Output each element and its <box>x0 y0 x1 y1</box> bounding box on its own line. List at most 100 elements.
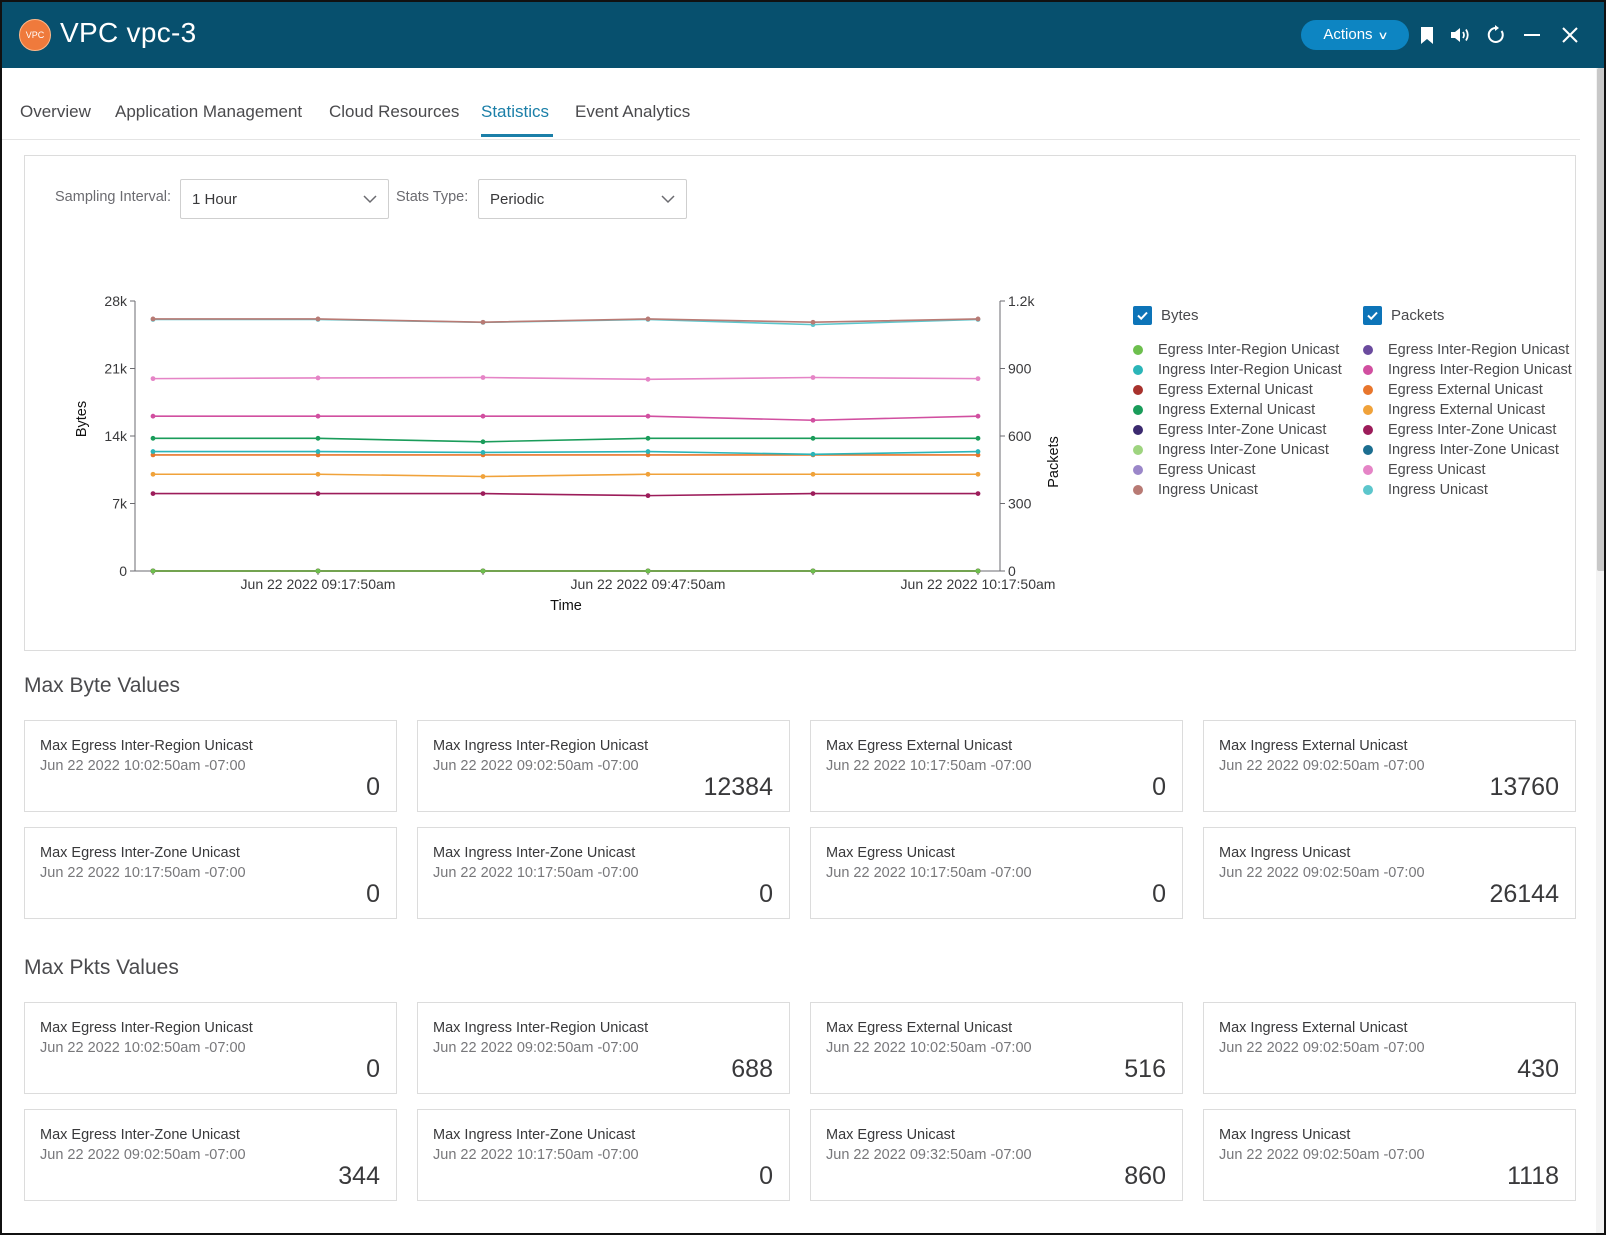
card-timestamp: Jun 22 2022 10:17:50am -07:00 <box>433 1147 639 1163</box>
bookmark-icon[interactable] <box>1414 22 1440 48</box>
legend-dot <box>1363 385 1373 395</box>
tab-bar: Overview Application Management Cloud Re… <box>2 68 1580 140</box>
max-byte-card: Max Ingress Unicast Jun 22 2022 09:02:50a… <box>1203 827 1576 919</box>
y-left-tick-label: 14k <box>104 428 128 444</box>
legend-item[interactable]: Ingress Unicast <box>1363 480 1488 500</box>
data-point <box>315 435 321 441</box>
card-value: 0 <box>1152 773 1166 801</box>
card-timestamp: Jun 22 2022 10:02:50am -07:00 <box>40 758 246 774</box>
sampling-interval-select[interactable]: 1 Hour <box>180 179 389 219</box>
data-point <box>480 439 486 445</box>
card-timestamp: Jun 22 2022 09:02:50am -07:00 <box>1219 1147 1425 1163</box>
data-point <box>810 319 816 325</box>
data-point <box>315 452 321 458</box>
card-value: 688 <box>731 1055 773 1083</box>
legend-item[interactable]: Egress Unicast <box>1363 460 1486 480</box>
legend-item[interactable]: Egress Inter-Zone Unicast <box>1363 420 1556 440</box>
checkmark-icon[interactable] <box>1133 306 1152 325</box>
card-metric-name: Max Ingress Inter-Zone Unicast <box>433 845 636 861</box>
legend-group-packets[interactable]: Packets <box>1363 306 1444 325</box>
max-byte-card: Max Egress Unicast Jun 22 2022 10:17:50am… <box>810 827 1183 919</box>
legend-item[interactable]: Egress Inter-Region Unicast <box>1133 340 1339 360</box>
stats-type-select[interactable]: Periodic <box>478 179 687 219</box>
legend-item-label: Ingress External Unicast <box>1388 402 1546 418</box>
legend-dot <box>1363 345 1373 355</box>
checkmark-icon[interactable] <box>1363 306 1382 325</box>
card-value: 26144 <box>1489 880 1559 908</box>
data-point <box>810 451 816 457</box>
legend-item-label: Egress External Unicast <box>1158 382 1313 398</box>
y-right-tick-label: 1.2k <box>1008 296 1035 309</box>
tab-overview[interactable]: Overview <box>20 102 91 121</box>
card-value: 13760 <box>1489 773 1559 801</box>
scrollbar-track[interactable] <box>1596 68 1604 1233</box>
data-point <box>150 435 156 441</box>
legend-item[interactable]: Ingress Unicast <box>1133 480 1258 500</box>
tab-event-analytics[interactable]: Event Analytics <box>575 102 691 121</box>
close-icon[interactable] <box>1557 22 1583 48</box>
refresh-icon[interactable] <box>1483 22 1509 48</box>
legend-item[interactable]: Ingress External Unicast <box>1363 400 1545 420</box>
tab-statistics[interactable]: Statistics <box>481 102 550 121</box>
data-point <box>150 452 156 458</box>
x-tick-label: Jun 22 2022 09:17:50am <box>241 576 396 592</box>
data-point <box>975 376 981 382</box>
legend-group-label: Bytes <box>1161 307 1199 324</box>
card-timestamp: Jun 22 2022 09:02:50am -07:00 <box>1219 1040 1425 1056</box>
x-axis-title: Time <box>550 598 582 614</box>
legend-item[interactable]: Ingress Inter-Zone Unicast <box>1363 440 1559 460</box>
card-value: 0 <box>366 880 380 908</box>
card-metric-name: Max Ingress Unicast <box>1219 1127 1351 1143</box>
data-point <box>150 376 156 382</box>
tab-application-management[interactable]: Application Management <box>115 102 303 121</box>
data-point <box>480 319 486 325</box>
active-tab-indicator <box>481 134 553 137</box>
y-left-tick-label: 21k <box>104 361 128 377</box>
legend-item[interactable]: Ingress Inter-Region Unicast <box>1133 360 1342 380</box>
window-header: VPC VPC vpc-3 Actions ∨ <box>2 2 1604 68</box>
data-point <box>150 491 156 496</box>
legend-item-label: Ingress Inter-Zone Unicast <box>1388 442 1559 458</box>
data-point <box>150 471 156 477</box>
data-point <box>975 413 981 419</box>
y-right-tick-label: 600 <box>1008 428 1032 444</box>
max-pkts-card: Max Egress Inter-Zone Unicast Jun 22 2022… <box>24 1109 397 1201</box>
legend-group-bytes[interactable]: Bytes <box>1133 306 1199 325</box>
sampling-interval-label: Sampling Interval: <box>55 189 172 205</box>
minimize-icon[interactable] <box>1519 22 1545 48</box>
card-value: 430 <box>1517 1055 1559 1083</box>
card-timestamp: Jun 22 2022 09:02:50am -07:00 <box>40 1147 246 1163</box>
speaker-icon[interactable] <box>1448 22 1474 48</box>
data-point <box>975 452 981 458</box>
x-tick-label: Jun 22 2022 09:47:50am <box>571 576 726 592</box>
legend-item-label: Egress Inter-Zone Unicast <box>1388 422 1557 438</box>
card-metric-name: Max Ingress External Unicast <box>1219 738 1408 754</box>
legend-dot <box>1133 485 1143 495</box>
legend-item[interactable]: Ingress Inter-Region Unicast <box>1363 360 1572 380</box>
chart-series <box>150 316 981 574</box>
card-value: 0 <box>366 773 380 801</box>
data-point <box>480 474 486 479</box>
stats-type-label: Stats Type: <box>396 189 469 205</box>
actions-button[interactable]: Actions ∨ <box>1301 20 1409 50</box>
series-line <box>153 492 978 497</box>
data-point <box>810 471 816 477</box>
card-metric-name: Max Ingress Unicast <box>1219 845 1351 861</box>
scrollbar-thumb[interactable] <box>1597 68 1604 571</box>
y-left-tick-label: 0 <box>119 563 127 579</box>
chart-labels: 0 7k 14k 21k 28k 0 300 600 900 1.2k Jun 22 2022 09… <box>74 296 1062 614</box>
max-pkts-card: Max Ingress External Unicast Jun 22 2022 … <box>1203 1002 1576 1094</box>
actions-button-label: Actions <box>1323 26 1373 43</box>
legend-item[interactable]: Ingress External Unicast <box>1133 400 1315 420</box>
legend-item[interactable]: Egress Inter-Zone Unicast <box>1133 420 1326 440</box>
series-line <box>152 376 979 381</box>
legend-item[interactable]: Egress Inter-Region Unicast <box>1363 340 1569 360</box>
legend-item[interactable]: Ingress Inter-Zone Unicast <box>1133 440 1329 460</box>
legend-item[interactable]: Egress External Unicast <box>1133 380 1313 400</box>
tab-cloud-resources[interactable]: Cloud Resources <box>329 102 460 121</box>
legend-item[interactable]: Egress Unicast <box>1133 460 1256 480</box>
series-line <box>153 415 979 422</box>
legend-item[interactable]: Egress External Unicast <box>1363 380 1543 400</box>
max-pkts-card: Max Ingress Inter-Region Unicast Jun 22 2… <box>417 1002 790 1094</box>
data-point <box>810 375 816 380</box>
